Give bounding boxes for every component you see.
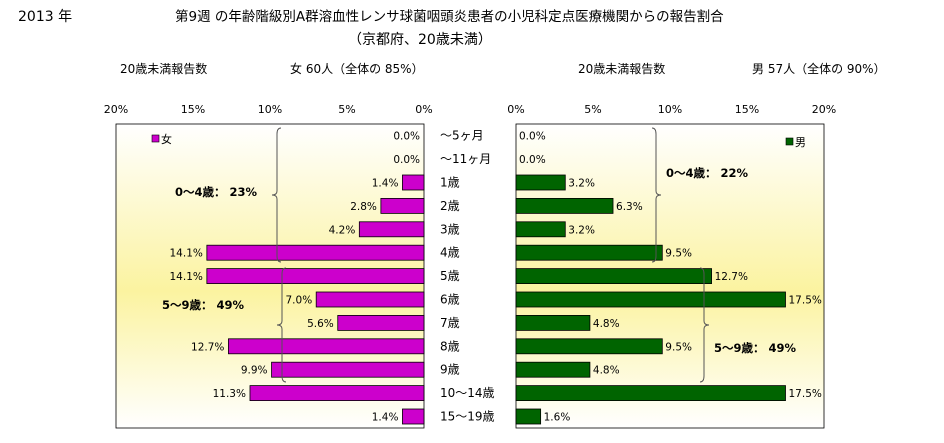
male-0-4-bracket [651,127,662,263]
female-bar [206,268,425,285]
female-bar [358,221,425,238]
female-value-label: 0.0% [393,131,420,143]
male-5-9-bracket [699,267,710,383]
male-x-tick-label: 20% [812,103,836,116]
female-value-label: 11.3% [213,388,246,400]
age-category-label: ～11ヶ月 [440,152,491,166]
female-value-label: 12.7% [191,341,224,353]
female-value-label: 2.8% [350,201,377,213]
female-0-4-bracket [271,127,282,263]
age-category-label: 1歳 [440,176,460,190]
female-bar [337,314,425,331]
male-value-label: 17.5% [789,388,822,400]
female-bar [402,174,425,191]
male-value-label: 9.5% [665,341,692,353]
male-value-label: 17.5% [789,295,822,307]
age-category-label: 5歳 [440,269,460,283]
female-value-label: 14.1% [170,248,203,260]
female-5-9-annotation: 5～9歳： 49% [162,298,245,312]
male-bar [515,244,663,261]
female-count-summary: 女 60人（全体の 85%） [290,62,424,76]
female-bar [249,385,425,402]
female-bar [206,244,425,261]
female-x-tick-label: 20% [104,103,128,116]
female-bar [228,338,425,355]
male-5-9-annotation: 5～9歳： 49% [714,341,797,355]
male-bar [515,408,542,425]
male-0-4-annotation: 0～4歳： 22% [666,166,749,180]
year-label: 2013 年 [18,9,73,25]
male-legend-swatch [785,137,794,146]
male-value-label: 0.0% [519,154,546,166]
female-0-4-annotation: 0～4歳： 23% [175,185,258,199]
age-category-label: 2歳 [440,199,460,213]
female-5-9-bracket [276,267,287,383]
male-bar [515,291,786,308]
male-x-tick-label: 5% [584,103,601,116]
female-value-label: 1.4% [372,412,399,424]
female-legend-label: 女 [161,132,172,146]
female-x-tick-label: 5% [338,103,355,116]
male-value-label: 0.0% [519,131,546,143]
female-value-label: 14.1% [170,271,203,283]
male-value-label: 6.3% [616,201,643,213]
female-value-label: 0.0% [393,154,420,166]
male-bar [515,385,786,402]
male-value-label: 3.2% [568,224,595,236]
male-x-tick-label: 15% [735,103,759,116]
male-legend-label: 男 [795,136,806,149]
female-bar [402,408,425,425]
female-value-label: 1.4% [372,178,399,190]
male-bar [515,361,591,378]
female-value-label: 7.0% [286,295,313,307]
male-bar [515,314,591,331]
male-bar [515,338,663,355]
age-category-label: 3歳 [440,222,460,236]
age-category-label: 7歳 [440,316,460,330]
female-bar [271,361,425,378]
age-category-label: ～5ヶ月 [440,129,484,143]
age-category-label: 9歳 [440,363,460,377]
age-category-label: 6歳 [440,293,460,307]
chart-title: 第9週 の年齢階級別A群溶血性レンサ球菌咽頭炎患者の小児科定点医療機関からの報告… [175,9,724,25]
female-legend-swatch [151,134,160,143]
age-category-label: 15～19歳 [440,410,495,424]
male-count-caption: 20歳未満報告数 [578,62,666,76]
male-bar [515,268,712,285]
male-value-label: 3.2% [568,178,595,190]
male-bar [515,174,566,191]
male-value-label: 9.5% [665,248,692,260]
male-value-label: 12.7% [715,271,748,283]
male-x-tick-label: 10% [658,103,682,116]
male-value-label: 1.6% [544,412,571,424]
male-value-label: 4.8% [593,318,620,330]
male-value-label: 4.8% [593,365,620,377]
female-x-tick-label: 0% [415,103,432,116]
female-count-caption: 20歳未満報告数 [120,62,208,76]
chart-subtitle: （京都府、20歳未満） [348,32,492,48]
age-category-label: 4歳 [440,246,460,260]
female-value-label: 4.2% [329,224,356,236]
age-category-label: 10～14歳 [440,386,495,400]
female-x-tick-label: 15% [181,103,205,116]
age-category-label: 8歳 [440,339,460,353]
female-bar [315,291,425,308]
female-bar [380,197,425,214]
male-count-summary: 男 57人（全体の 90%） [752,62,886,76]
male-bar [515,221,566,238]
female-value-label: 5.6% [307,318,334,330]
female-x-tick-label: 10% [258,103,282,116]
female-value-label: 9.9% [241,365,268,377]
male-x-tick-label: 0% [507,103,524,116]
male-bar [515,197,614,214]
